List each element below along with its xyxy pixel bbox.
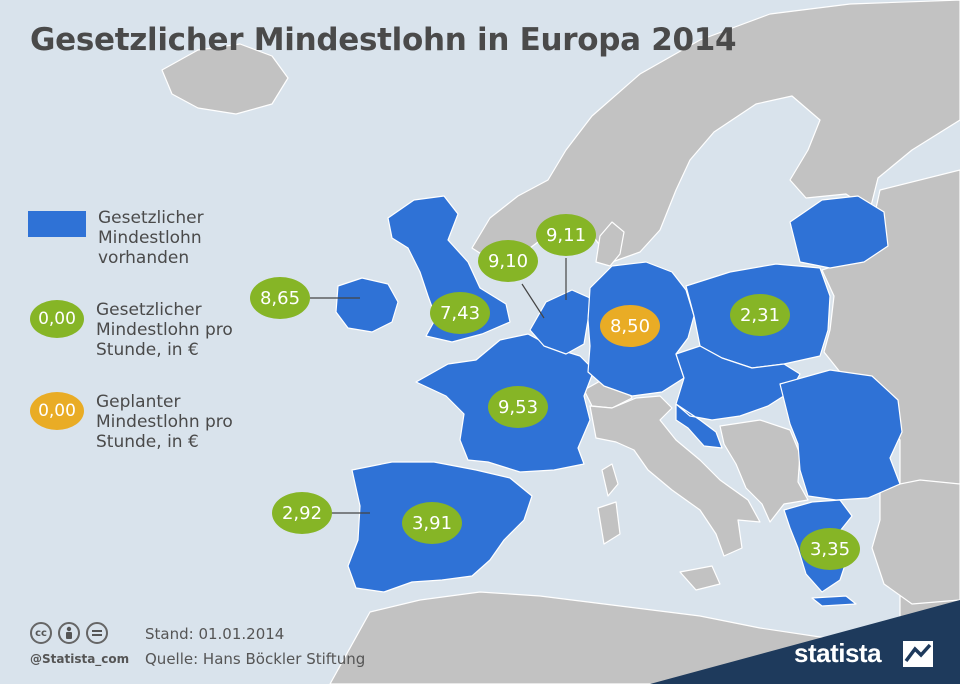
romania-bulgaria [779,369,903,501]
person-glyph [66,626,72,639]
cc-icon: cc [30,622,52,644]
legend-item-planned-wage: 0,00 Geplanter Mindestlohn pro Stunde, i… [28,392,266,452]
no-derivatives-icon [86,622,108,644]
wage-badge-united-kingdom: 7,43 [430,292,490,334]
wage-badge-portugal: 2,92 [272,492,332,534]
statista-handle[interactable]: @Statista_com [30,652,130,666]
wage-badge-netherlands: 9,11 [536,214,596,256]
wage-badge-poland: 2,31 [730,294,790,336]
statista-logo-text[interactable]: statista [794,638,882,668]
license-icons: cc [30,622,108,644]
legend-sample-current: 0,00 [30,300,84,338]
legend-label: Gesetzlicher Mindestlohn pro Stunde, in … [96,300,233,360]
wage-badge-ireland: 8,65 [250,277,310,319]
page-title: Gesetzlicher Mindestlohn in Europa 2014 [30,22,737,58]
statista-logo-icon[interactable] [903,641,933,667]
legend-label: Gesetzlicher Mindestlohn vorhanden [98,208,204,268]
wage-badge-belgium: 9,10 [478,240,538,282]
legend-item-minimum-wage-exists: Gesetzlicher Mindestlohn vorhanden [28,208,268,268]
legend-swatch [28,211,86,237]
crete [811,595,857,607]
legend-sample-planned: 0,00 [30,392,84,430]
czechia-slovakia-hungary-slovenia-croatia [675,345,801,449]
attribution-icon [58,622,80,644]
leader-line-belgium [521,283,545,319]
wage-badge-germany: 8,50 [600,305,660,347]
source-note: Quelle: Hans Böckler Stiftung [145,650,366,668]
ireland [335,277,399,333]
legend-label: Geplanter Mindestlohn pro Stunde, in € [96,392,233,452]
brand-bar [650,600,960,684]
turkey [871,479,960,605]
wage-badge-spain: 3,91 [402,502,462,544]
equals-glyph [92,630,102,636]
italy [589,395,761,557]
legend-item-current-wage: 0,00 Gesetzlicher Mindestlohn pro Stunde… [28,300,266,360]
wage-badge-greece: 3,35 [800,528,860,570]
date-stand: Stand: 01.01.2014 [145,625,285,643]
balkans [719,419,809,523]
iceland [161,43,289,115]
sicily [679,565,721,591]
sardinia-corsica [597,463,621,545]
denmark [595,221,625,267]
wage-badge-france: 9,53 [488,386,548,428]
baltics [789,195,889,269]
